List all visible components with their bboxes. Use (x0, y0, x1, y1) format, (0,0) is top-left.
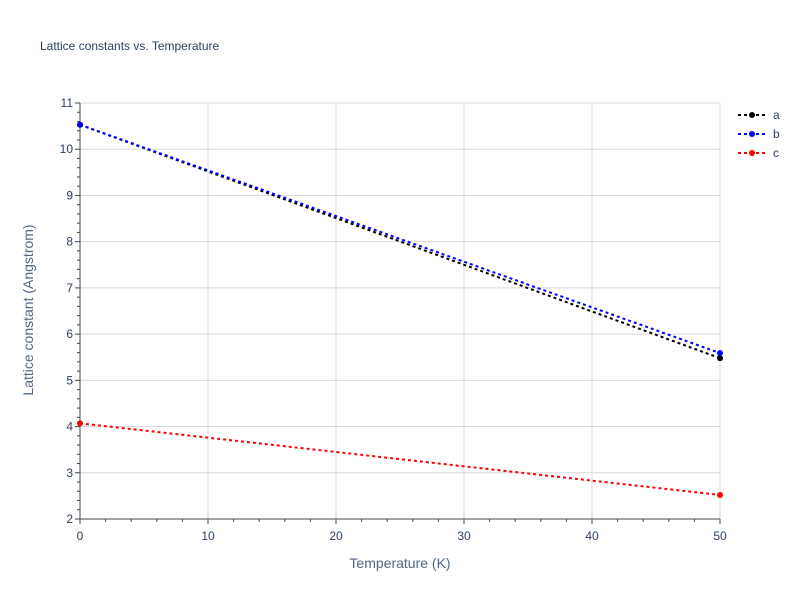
data-point-b (717, 350, 723, 357)
y-tick-label: 6 (66, 327, 73, 341)
data-point-b (77, 121, 83, 128)
y-tick-label: 11 (61, 96, 74, 110)
y-tick-label: 3 (66, 466, 73, 480)
legend-label-b: b (773, 127, 780, 141)
y-tick-label: 5 (66, 373, 73, 387)
x-axis-label: Temperature (K) (349, 555, 450, 571)
x-tick-label: 40 (585, 529, 599, 543)
x-tick-label: 10 (201, 529, 215, 543)
series-layer (77, 121, 723, 498)
grid-layer (80, 102, 721, 520)
legend-marker-a (749, 112, 755, 118)
data-point-a (717, 355, 723, 362)
x-tick-label: 50 (713, 529, 727, 543)
x-tick-label: 20 (329, 529, 343, 543)
y-tick-label: 8 (66, 235, 73, 249)
chart-title: Lattice constants vs. Temperature (40, 39, 220, 53)
legend: abc (738, 108, 780, 160)
legend-label-a: a (773, 108, 780, 122)
y-axis-label: Lattice constant (Angstrom) (20, 224, 36, 395)
y-tick-label: 2 (66, 512, 73, 526)
legend-marker-b (749, 131, 755, 137)
x-tick-label: 30 (457, 529, 471, 543)
series-line-b (79, 123, 721, 355)
y-tick-label: 7 (66, 281, 73, 295)
y-tick-label: 4 (66, 420, 73, 434)
y-tick-label: 10 (60, 142, 74, 156)
data-point-c (717, 491, 723, 498)
y-tick-label: 9 (66, 188, 73, 202)
data-point-c (77, 420, 83, 427)
legend-marker-c (749, 150, 755, 156)
axes-layer: 0 10 20 30 40 50 2 3 4 5 6 7 8 9 10 11 (60, 96, 727, 543)
series-line-c (79, 422, 721, 496)
legend-label-c: c (773, 146, 779, 160)
x-tick-label: 0 (77, 529, 84, 543)
